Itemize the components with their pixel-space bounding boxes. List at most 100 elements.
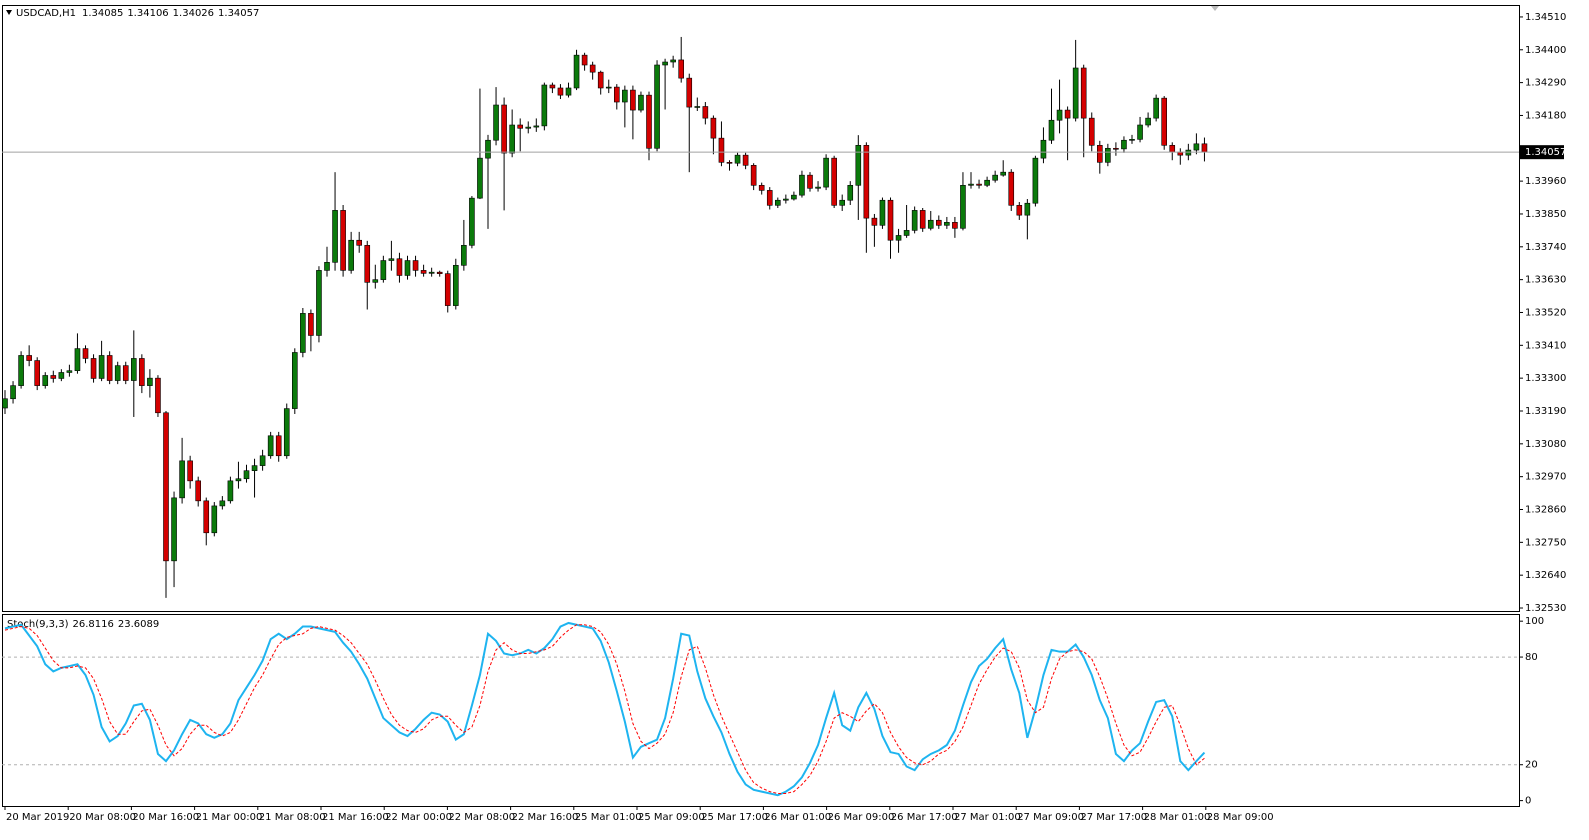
- candle-body: [952, 222, 958, 229]
- candle-body: [935, 219, 942, 226]
- candle-body: [791, 194, 797, 200]
- candle-body: [1121, 139, 1127, 150]
- candle-body: [131, 358, 137, 381]
- candle-body: [1056, 109, 1063, 121]
- candle-body: [219, 500, 226, 507]
- candle-body: [1048, 119, 1055, 141]
- stoch-header: Stoch(9,3,3) 26.8116 23.6089: [7, 619, 159, 630]
- last-high: 1.34106: [127, 8, 168, 19]
- candle-body: [26, 355, 32, 361]
- candle-body: [114, 365, 121, 381]
- stoch-title: Stoch(9,3,3): [7, 619, 69, 630]
- symbol-menu-arrow[interactable]: [6, 10, 12, 15]
- candle-body: [42, 375, 49, 386]
- candle-body: [106, 355, 113, 381]
- candle-body: [960, 185, 966, 229]
- x-tick-label: 22 Mar 08:00: [448, 812, 515, 823]
- candle-body: [122, 365, 129, 381]
- candle-body: [66, 370, 73, 373]
- current-price-box: [1520, 145, 1564, 160]
- candle-body: [887, 199, 894, 241]
- y-tick-label: 1.33740: [1525, 242, 1566, 253]
- candle-body: [380, 260, 387, 280]
- y-tick-label: 1.32530: [1525, 603, 1566, 614]
- x-tick-label: 21 Mar 00:00: [196, 812, 263, 823]
- candle-body: [654, 64, 660, 149]
- y-tick-label: 1.34290: [1525, 78, 1566, 89]
- candle-body: [1113, 147, 1119, 150]
- candle-body: [412, 260, 419, 271]
- x-tick-label: 21 Mar 08:00: [259, 812, 326, 823]
- y-tick-label: 1.33630: [1525, 275, 1566, 286]
- candle-body: [622, 89, 628, 103]
- y-tick-label: 1.33410: [1525, 340, 1566, 351]
- x-tick-label: 22 Mar 00:00: [385, 812, 452, 823]
- candle-body: [251, 465, 258, 471]
- candle-body: [90, 358, 97, 379]
- candle-body: [847, 185, 854, 201]
- x-tick-label: 21 Mar 16:00: [322, 812, 389, 823]
- candle-body: [710, 117, 717, 139]
- candle-body: [420, 270, 427, 274]
- candle-body: [1080, 67, 1087, 119]
- candle-body: [879, 199, 886, 226]
- candle-body: [1000, 171, 1007, 176]
- candle-body: [372, 279, 379, 283]
- chart-header: USDCAD,H1 1.34085 1.34106 1.34026 1.34057: [16, 8, 259, 19]
- candle-body: [139, 358, 145, 386]
- candle-body: [638, 94, 644, 111]
- candle-body: [187, 460, 193, 482]
- candle-body: [469, 197, 475, 246]
- candle-body: [533, 125, 540, 128]
- last-close: 1.34057: [218, 8, 259, 19]
- candle-body: [2, 398, 8, 409]
- candle-body: [1137, 124, 1143, 140]
- candle-body: [404, 260, 411, 276]
- x-tick-label: 22 Mar 16:00: [512, 812, 579, 823]
- candle-body: [855, 145, 862, 186]
- candle-body: [10, 385, 16, 400]
- candle-body: [300, 313, 306, 353]
- candle-body: [58, 372, 65, 379]
- candle-body: [396, 258, 403, 276]
- y-tick-label: 1.32860: [1525, 505, 1566, 516]
- candle-body: [291, 352, 298, 409]
- y-tick-label: 1.34510: [1525, 12, 1566, 23]
- candle-body: [605, 86, 612, 89]
- candle-body: [211, 505, 218, 534]
- x-tick-label: 20 Mar 16:00: [132, 812, 199, 823]
- candle-body: [718, 137, 725, 163]
- y-tick-label: 1.34180: [1525, 110, 1566, 121]
- candle-body: [1097, 145, 1103, 163]
- candle-body: [581, 54, 588, 66]
- candle-body: [477, 157, 483, 199]
- candle-body: [799, 174, 805, 196]
- candle-body: [1024, 202, 1031, 216]
- candle-body: [694, 106, 701, 108]
- x-tick-label: 28 Mar 09:00: [1207, 812, 1274, 823]
- candle-body: [573, 54, 580, 89]
- y-tick-label: 1.33080: [1525, 439, 1566, 450]
- y-tick-label: 1.32640: [1525, 570, 1566, 581]
- last-low: 1.34026: [173, 8, 214, 19]
- candle-body: [1064, 109, 1071, 119]
- candle-body: [195, 480, 201, 502]
- candle-body: [670, 59, 676, 63]
- candle-body: [82, 348, 89, 359]
- candle-body: [34, 360, 41, 386]
- candle-body: [203, 500, 210, 534]
- stoch-line: [4, 621, 1206, 797]
- candle-body: [348, 239, 354, 271]
- x-tick-label: 28 Mar 01:00: [1144, 812, 1211, 823]
- candle-body: [1201, 143, 1208, 153]
- shift-marker[interactable]: [1211, 6, 1219, 11]
- candle-body: [1016, 205, 1023, 216]
- candle-body: [147, 377, 153, 386]
- candle-body: [163, 412, 169, 562]
- candle-body: [774, 199, 781, 206]
- candle-body: [227, 480, 234, 502]
- y-tick-label: 1.34400: [1525, 45, 1566, 56]
- candle-body: [283, 408, 290, 457]
